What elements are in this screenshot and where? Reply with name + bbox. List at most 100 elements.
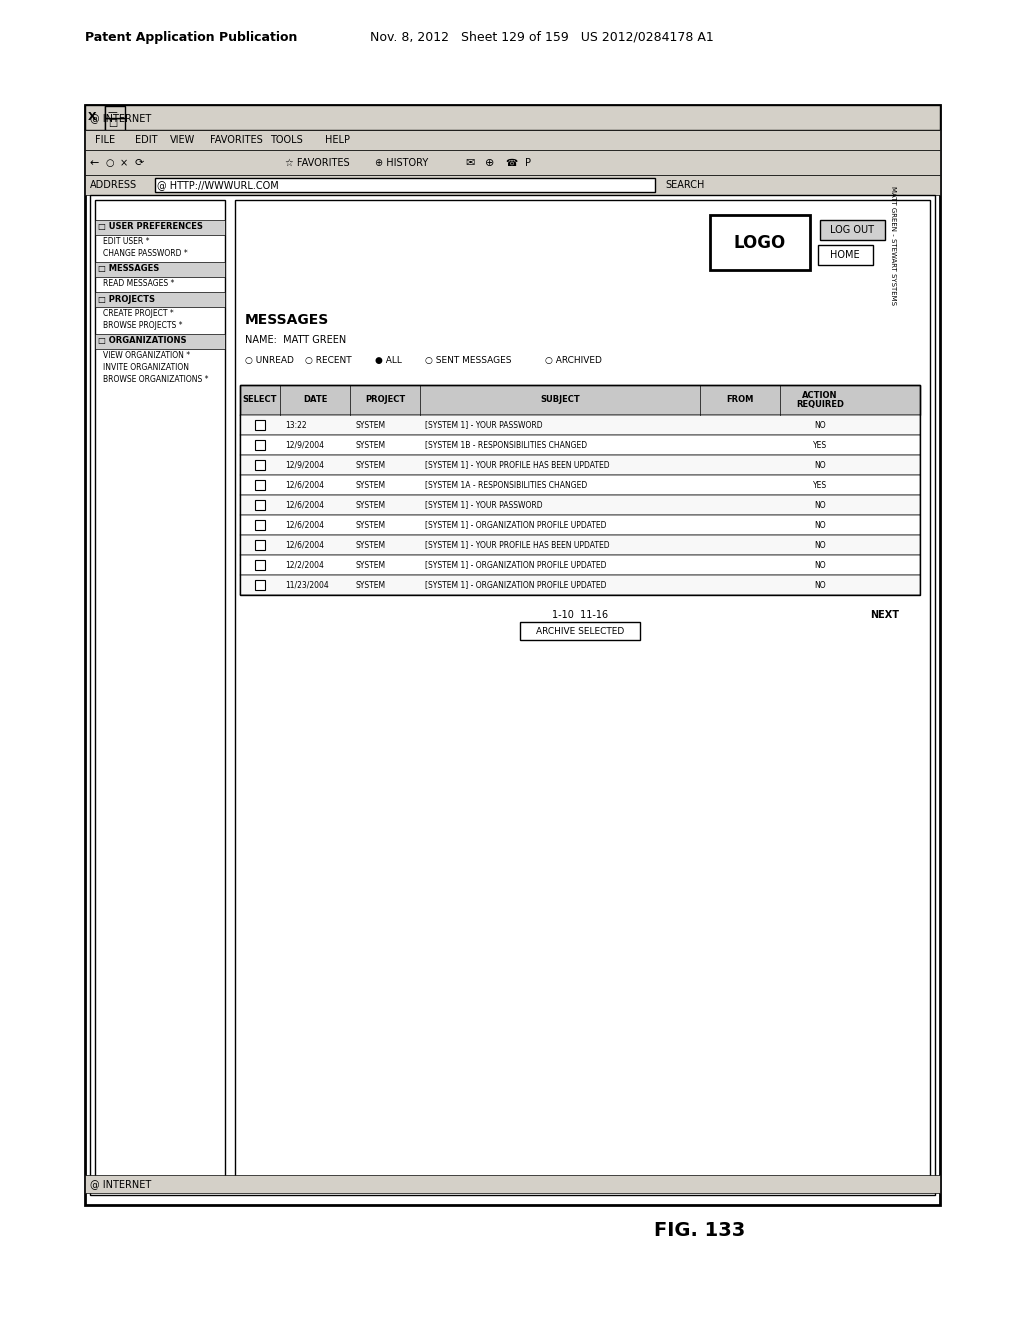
Text: ⊕: ⊕ xyxy=(485,158,495,168)
Bar xyxy=(105,117,125,129)
Text: SYSTEM: SYSTEM xyxy=(355,480,385,490)
Text: [SYSTEM 1] - ORGANIZATION PROFILE UPDATED: [SYSTEM 1] - ORGANIZATION PROFILE UPDATE… xyxy=(425,561,606,569)
Text: SYSTEM: SYSTEM xyxy=(355,441,385,450)
Bar xyxy=(90,195,935,1195)
Bar xyxy=(240,535,920,554)
Text: SUBJECT: SUBJECT xyxy=(540,396,580,404)
Text: SELECT: SELECT xyxy=(243,396,278,404)
Text: MATT GREEN - STEWART SYSTEMS: MATT GREEN - STEWART SYSTEMS xyxy=(890,186,896,305)
Bar xyxy=(240,414,920,436)
Bar xyxy=(240,554,920,576)
Text: X: X xyxy=(88,112,96,121)
Text: INVITE ORGANIZATION: INVITE ORGANIZATION xyxy=(103,363,189,372)
Text: @ INTERNET: @ INTERNET xyxy=(90,1179,152,1189)
Text: NO: NO xyxy=(814,520,825,529)
Text: SYSTEM: SYSTEM xyxy=(355,581,385,590)
Bar xyxy=(95,220,225,235)
Text: FROM: FROM xyxy=(726,396,754,404)
Bar xyxy=(85,106,940,129)
Text: HELP: HELP xyxy=(325,135,350,145)
Text: YES: YES xyxy=(813,480,827,490)
Bar xyxy=(255,579,265,590)
Text: SEARCH: SEARCH xyxy=(665,180,705,190)
Text: NAME:  MATT GREEN: NAME: MATT GREEN xyxy=(245,335,346,345)
Text: YES: YES xyxy=(813,441,827,450)
Text: 11/23/2004: 11/23/2004 xyxy=(285,581,329,590)
Text: 13:22: 13:22 xyxy=(285,421,306,429)
Text: [SYSTEM 1] - YOUR PROFILE HAS BEEN UPDATED: [SYSTEM 1] - YOUR PROFILE HAS BEEN UPDAT… xyxy=(425,540,609,549)
Bar xyxy=(85,1175,940,1193)
Text: SYSTEM: SYSTEM xyxy=(355,500,385,510)
Text: EDIT USER *: EDIT USER * xyxy=(103,238,150,247)
Bar xyxy=(255,560,265,570)
Text: 12/6/2004: 12/6/2004 xyxy=(285,520,324,529)
Bar xyxy=(710,215,810,271)
Text: ⊕ HISTORY: ⊕ HISTORY xyxy=(375,158,428,168)
Text: @ INTERNET: @ INTERNET xyxy=(90,114,152,123)
Bar xyxy=(255,480,265,490)
Bar xyxy=(818,246,873,265)
Text: Nov. 8, 2012   Sheet 129 of 159   US 2012/0284178 A1: Nov. 8, 2012 Sheet 129 of 159 US 2012/02… xyxy=(370,30,714,44)
Bar xyxy=(85,176,940,195)
Text: LOG OUT: LOG OUT xyxy=(830,224,874,235)
Text: NO: NO xyxy=(814,561,825,569)
Text: ☆ FAVORITES: ☆ FAVORITES xyxy=(285,158,349,168)
Bar xyxy=(85,106,105,129)
Text: ○ ARCHIVED: ○ ARCHIVED xyxy=(545,355,602,364)
Text: [SYSTEM 1B - RESPONSIBILITIES CHANGED: [SYSTEM 1B - RESPONSIBILITIES CHANGED xyxy=(425,441,587,450)
Bar xyxy=(95,334,225,348)
Text: CREATE PROJECT *: CREATE PROJECT * xyxy=(103,309,174,318)
Text: ⟳: ⟳ xyxy=(135,158,144,168)
Text: ○ RECENT: ○ RECENT xyxy=(305,355,351,364)
Text: VIEW: VIEW xyxy=(170,135,196,145)
Text: 12/6/2004: 12/6/2004 xyxy=(285,500,324,510)
Text: VIEW ORGANIZATION *: VIEW ORGANIZATION * xyxy=(103,351,190,360)
Text: [SYSTEM 1] - ORGANIZATION PROFILE UPDATED: [SYSTEM 1] - ORGANIZATION PROFILE UPDATE… xyxy=(425,520,606,529)
Text: 12/2/2004: 12/2/2004 xyxy=(285,561,324,569)
Text: ● ALL: ● ALL xyxy=(375,355,401,364)
Text: □ ORGANIZATIONS: □ ORGANIZATIONS xyxy=(98,337,186,346)
Text: BROWSE ORGANIZATIONS *: BROWSE ORGANIZATIONS * xyxy=(103,375,209,384)
Bar xyxy=(255,420,265,430)
Bar xyxy=(234,201,930,1191)
Text: BROWSE PROJECTS *: BROWSE PROJECTS * xyxy=(103,322,182,330)
Bar xyxy=(95,261,225,277)
Text: CHANGE PASSWORD *: CHANGE PASSWORD * xyxy=(103,249,187,259)
Text: NEXT: NEXT xyxy=(870,610,899,620)
Text: □ USER PREFERENCES: □ USER PREFERENCES xyxy=(98,223,203,231)
Text: @ HTTP://WWWURL.COM: @ HTTP://WWWURL.COM xyxy=(157,180,279,190)
Text: FAVORITES: FAVORITES xyxy=(210,135,263,145)
Text: [SYSTEM 1] - ORGANIZATION PROFILE UPDATED: [SYSTEM 1] - ORGANIZATION PROFILE UPDATE… xyxy=(425,581,606,590)
Text: PROJECT: PROJECT xyxy=(365,396,406,404)
Text: LOGO: LOGO xyxy=(734,234,786,252)
Text: 12/9/2004: 12/9/2004 xyxy=(285,461,324,470)
Text: □ PROJECTS: □ PROJECTS xyxy=(98,294,155,304)
Text: DATE: DATE xyxy=(303,396,328,404)
Text: READ MESSAGES *: READ MESSAGES * xyxy=(103,280,174,289)
Text: ×: × xyxy=(120,158,128,168)
Bar xyxy=(105,106,125,117)
Text: P: P xyxy=(525,158,531,168)
Text: ○ SENT MESSAGES: ○ SENT MESSAGES xyxy=(425,355,512,364)
Text: SYSTEM: SYSTEM xyxy=(355,520,385,529)
Bar xyxy=(255,540,265,550)
Text: ARCHIVE SELECTED: ARCHIVE SELECTED xyxy=(536,627,624,635)
Bar xyxy=(255,500,265,510)
Text: [SYSTEM 1A - RESPONSIBILITIES CHANGED: [SYSTEM 1A - RESPONSIBILITIES CHANGED xyxy=(425,480,587,490)
Text: SYSTEM: SYSTEM xyxy=(355,461,385,470)
Bar xyxy=(240,495,920,515)
Bar xyxy=(240,515,920,535)
Text: FIG. 133: FIG. 133 xyxy=(654,1221,745,1239)
Text: ✉: ✉ xyxy=(465,158,474,168)
Text: NO: NO xyxy=(814,500,825,510)
Bar xyxy=(255,440,265,450)
Text: TOOLS: TOOLS xyxy=(270,135,303,145)
Text: NO: NO xyxy=(814,421,825,429)
Bar xyxy=(95,201,225,1191)
Text: [SYSTEM 1] - YOUR PROFILE HAS BEEN UPDATED: [SYSTEM 1] - YOUR PROFILE HAS BEEN UPDAT… xyxy=(425,461,609,470)
Bar xyxy=(95,292,225,308)
Text: [SYSTEM 1] - YOUR PASSWORD: [SYSTEM 1] - YOUR PASSWORD xyxy=(425,421,543,429)
Text: □ MESSAGES: □ MESSAGES xyxy=(98,264,160,273)
Text: 12/9/2004: 12/9/2004 xyxy=(285,441,324,450)
Text: ○: ○ xyxy=(105,158,114,168)
